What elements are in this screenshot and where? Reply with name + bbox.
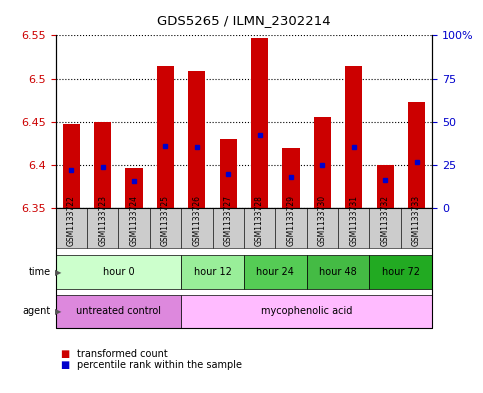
Bar: [63, 123, 80, 208]
Text: GSM1133728: GSM1133728: [255, 195, 264, 246]
Text: GSM1133730: GSM1133730: [318, 195, 327, 246]
Text: hour 12: hour 12: [194, 267, 231, 277]
Text: percentile rank within the sample: percentile rank within the sample: [77, 360, 242, 371]
Bar: [314, 117, 331, 208]
Text: ▶: ▶: [55, 268, 61, 277]
Bar: [157, 66, 174, 208]
Text: GSM1133731: GSM1133731: [349, 195, 358, 246]
Text: ▶: ▶: [55, 307, 61, 316]
Text: untreated control: untreated control: [76, 307, 161, 316]
Text: GSM1133722: GSM1133722: [67, 195, 76, 246]
Bar: [283, 148, 299, 208]
Bar: [408, 102, 425, 208]
Text: hour 48: hour 48: [319, 267, 357, 277]
Text: hour 72: hour 72: [382, 267, 420, 277]
Text: transformed count: transformed count: [77, 349, 168, 360]
Bar: [345, 66, 362, 208]
Text: hour 24: hour 24: [256, 267, 294, 277]
Text: GSM1133727: GSM1133727: [224, 195, 233, 246]
Text: mycophenolic acid: mycophenolic acid: [261, 307, 353, 316]
Bar: [220, 139, 237, 208]
Text: hour 0: hour 0: [102, 267, 134, 277]
Bar: [126, 168, 142, 208]
Text: GSM1133733: GSM1133733: [412, 195, 421, 246]
Text: GSM1133729: GSM1133729: [286, 195, 296, 246]
Text: ■: ■: [60, 360, 70, 371]
Text: agent: agent: [23, 307, 51, 316]
Text: GSM1133724: GSM1133724: [129, 195, 139, 246]
Text: GSM1133732: GSM1133732: [381, 195, 390, 246]
Text: ■: ■: [60, 349, 70, 360]
Text: GDS5265 / ILMN_2302214: GDS5265 / ILMN_2302214: [157, 14, 331, 27]
Text: time: time: [28, 267, 51, 277]
Text: GSM1133726: GSM1133726: [192, 195, 201, 246]
Bar: [251, 38, 268, 208]
Bar: [188, 71, 205, 208]
Text: GSM1133725: GSM1133725: [161, 195, 170, 246]
Text: GSM1133723: GSM1133723: [98, 195, 107, 246]
Bar: [94, 122, 111, 208]
Bar: [377, 165, 394, 208]
